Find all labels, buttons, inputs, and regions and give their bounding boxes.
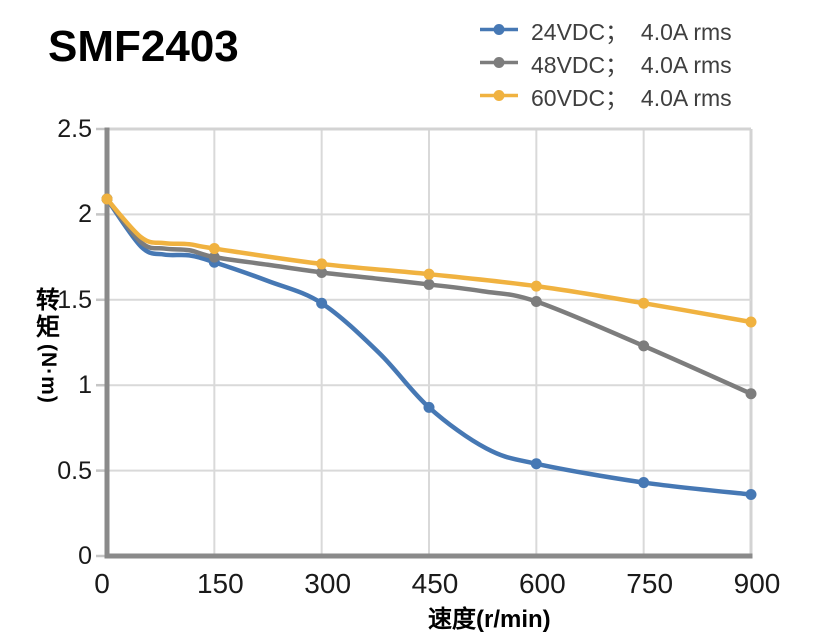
y-axis-title: 转 矩 (N·m) [33,287,63,404]
data-point-marker-48vdc [745,388,757,400]
legend-item: 60VDC； 4.0A rms [480,79,732,112]
x-tick-label: 0 [94,568,110,599]
page-title: SMF2403 [48,22,239,71]
data-point-marker-24vdc [316,297,328,309]
x-tick-label: 600 [518,568,566,599]
data-point-marker-48vdc [208,251,220,263]
chart-legend: 24VDC； 4.0A rms 48VDC； 4.0A rms 60VDC； 4.0… [480,13,732,112]
data-point-marker-48vdc [316,266,328,278]
x-tick-label: 900 [733,568,781,599]
x-tick-label: 150 [196,568,244,599]
series-line-24vdc [104,196,754,497]
legend-line-marker-icon [480,90,518,101]
data-point-marker-60vdc [423,268,435,280]
data-point-marker-24vdc [745,489,757,501]
data-point-marker-48vdc [638,340,650,352]
legend-line-marker-icon [480,57,518,68]
data-point-marker-60vdc [745,316,757,328]
y-tick-label: 0.5 [57,456,92,485]
data-point-marker-48vdc [530,296,542,308]
y-axis-title-unit: (N·m) [37,344,60,404]
x-tick-label: 300 [304,568,352,599]
data-point-marker-24vdc [638,477,650,489]
data-point-marker-60vdc [638,297,650,309]
data-point-marker-60vdc [530,280,542,292]
legend-line-marker-icon [480,24,518,35]
legend-label: 60VDC； 4.0A rms [531,84,732,111]
data-point-marker-24vdc [423,401,435,413]
data-point-marker-24vdc [530,458,542,470]
data-point-marker-60vdc [316,258,328,270]
torque-speed-chart [96,127,757,559]
y-tick-label: 1 [78,371,92,400]
y-tick-label: 1.5 [57,285,92,314]
data-point-marker-48vdc [423,278,435,290]
y-tick-label: 2.5 [57,115,92,143]
legend-item: 24VDC； 4.0A rms [480,13,732,46]
x-tick-label: 750 [626,568,674,599]
data-point-marker-60vdc [101,193,113,205]
legend-item: 48VDC； 4.0A rms [480,46,732,79]
legend-label: 48VDC； 4.0A rms [531,51,732,78]
data-point-marker-60vdc [208,243,220,255]
y-axis-title-char: 矩 [36,314,60,341]
x-axis-title: 速度(r/min) [428,606,551,633]
y-tick-label: 2 [78,200,92,229]
y-tick-label: 0 [78,542,92,570]
y-axis-title-char: 转 [36,287,60,314]
series-line-48vdc [104,196,754,396]
legend-label: 24VDC； 4.0A rms [531,18,732,45]
x-tick-label: 450 [411,568,459,599]
